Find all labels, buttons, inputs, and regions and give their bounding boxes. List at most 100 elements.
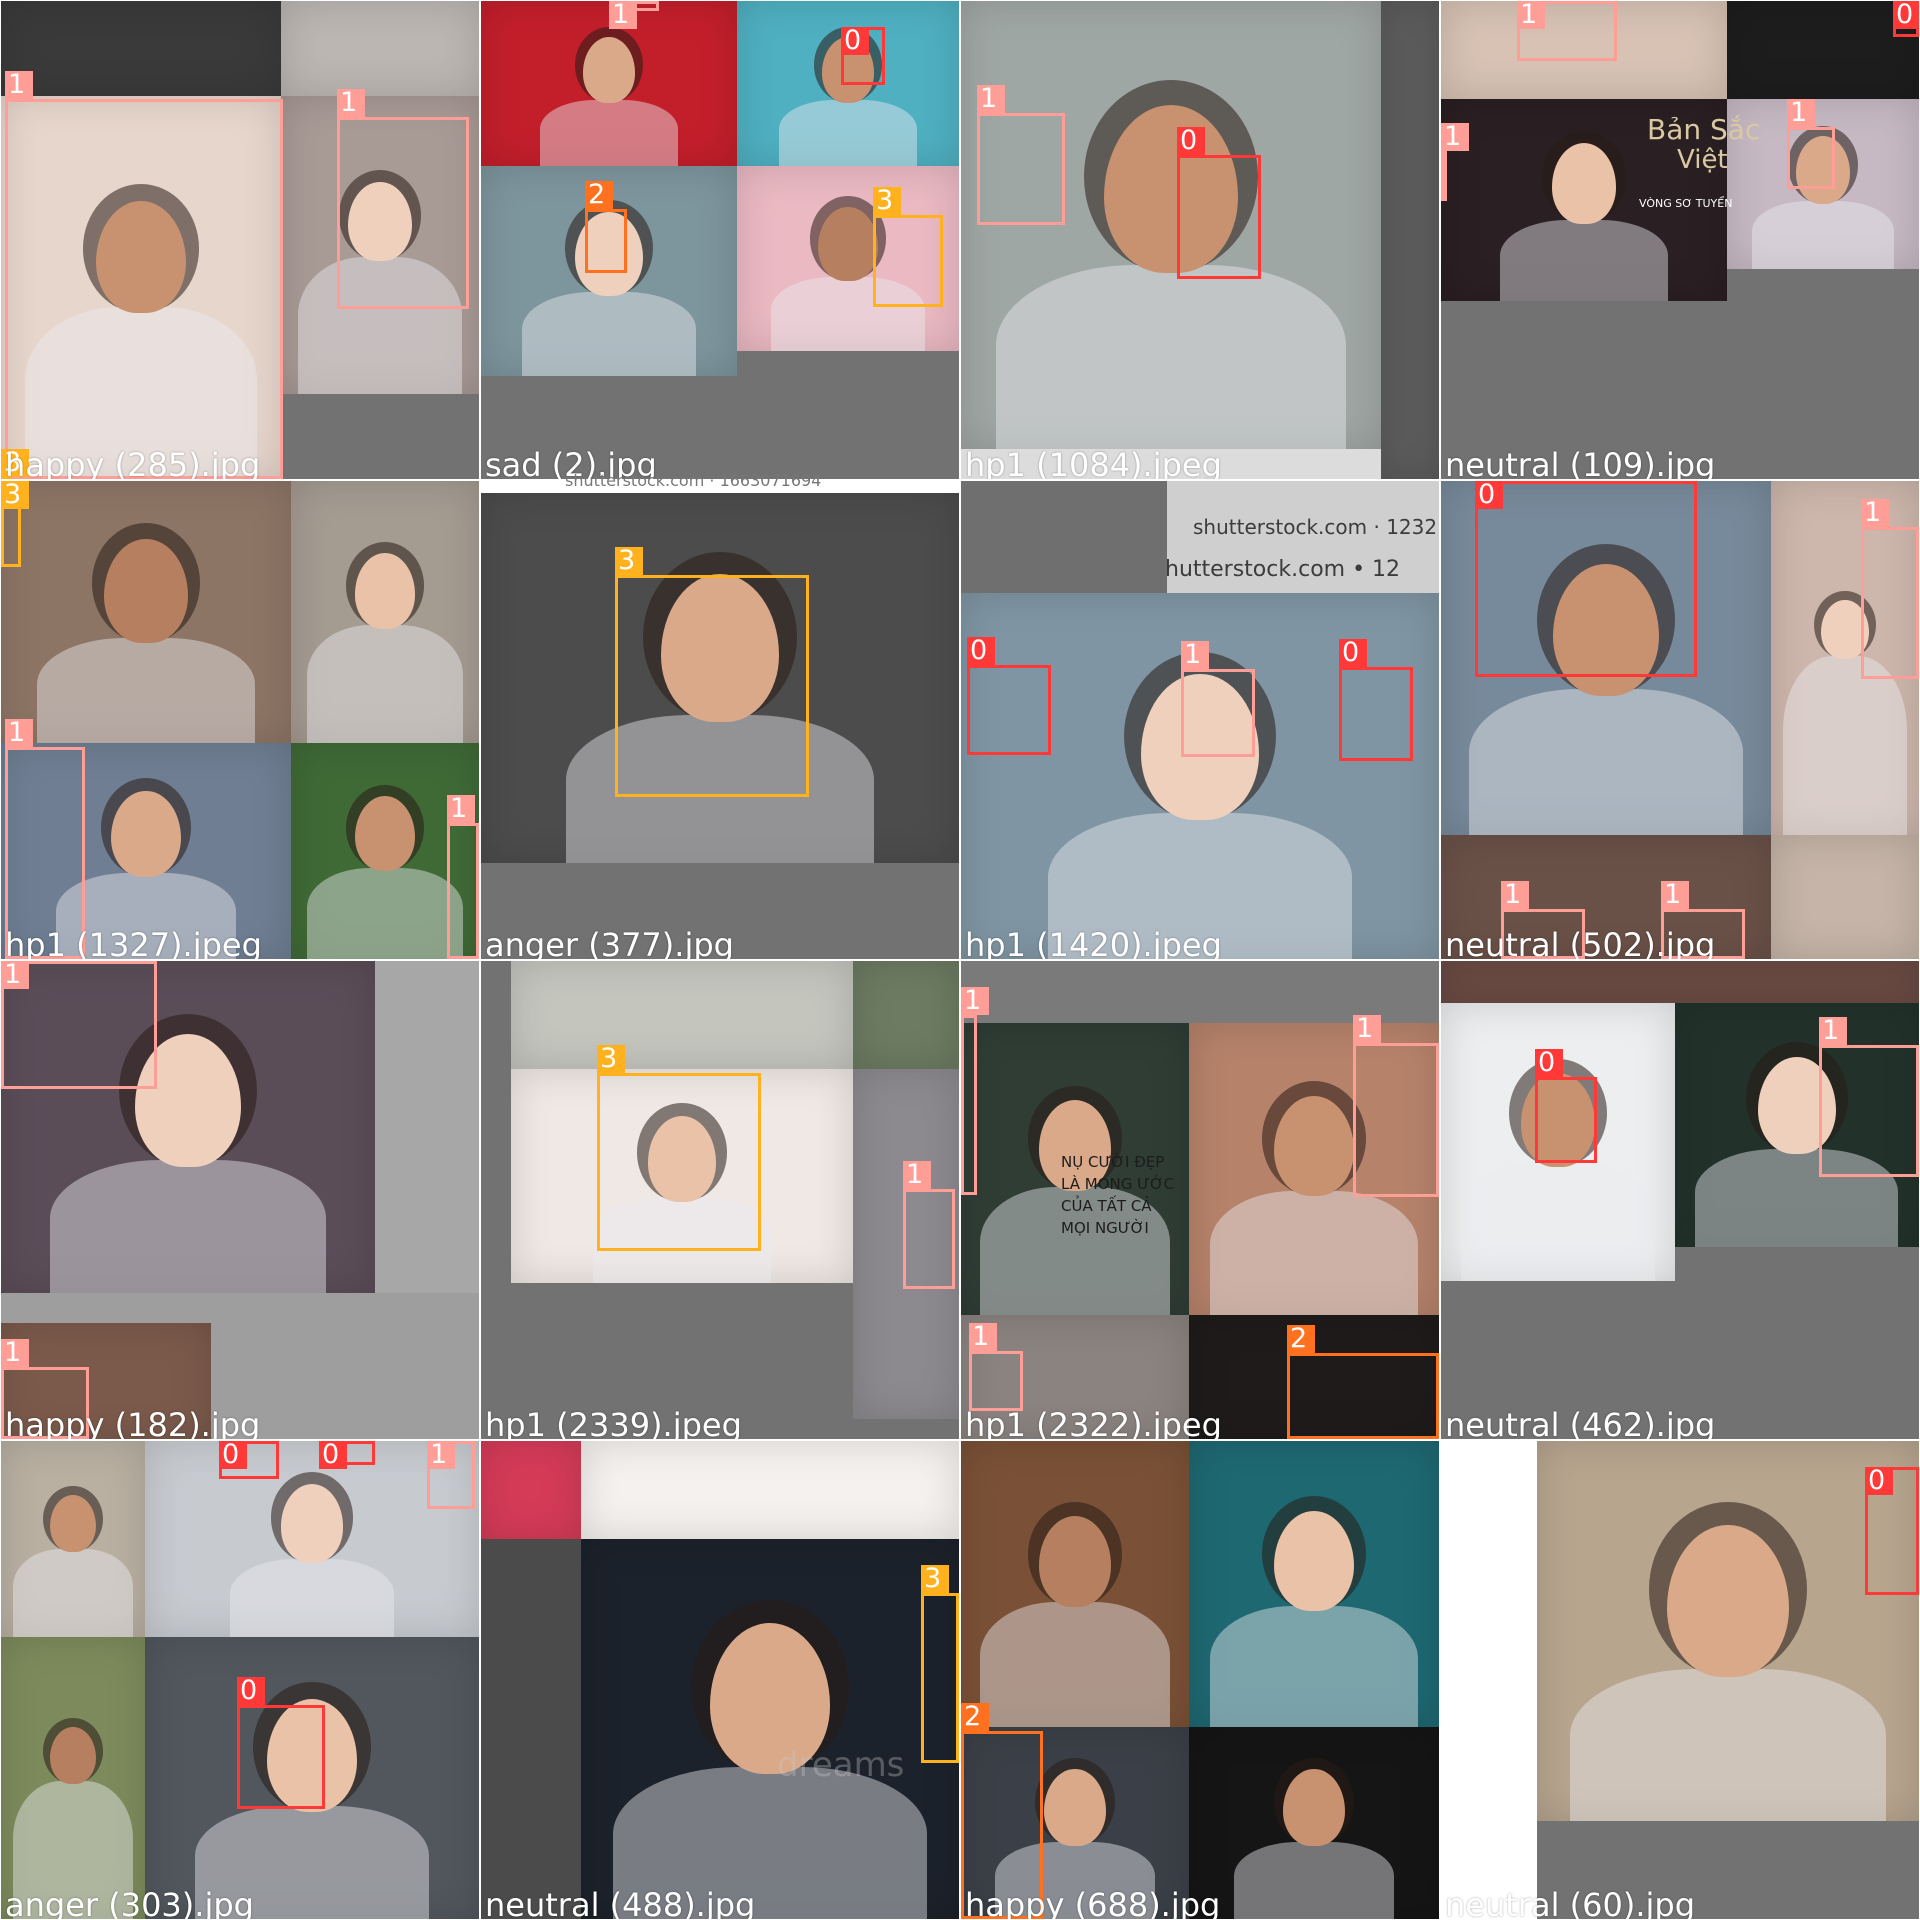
class-label: 0 — [1535, 1049, 1563, 1077]
shirt-shape — [1499, 220, 1669, 301]
image-tile — [961, 961, 1439, 1023]
mosaic-cell: 1 0 1 1 neutral (109).jpg — [1441, 1, 1919, 479]
image-tile — [1, 1, 281, 96]
class-label: 0 — [1893, 1, 1919, 29]
image-tile — [961, 481, 1167, 593]
detection-box: 1 — [1, 961, 157, 1089]
shirt-shape — [771, 277, 925, 351]
class-label: 0 — [219, 1441, 247, 1469]
image-filename: hp1 (1327).jpeg — [5, 926, 262, 959]
detection-box: 0 — [1893, 1, 1919, 37]
face-shape — [111, 790, 181, 877]
face-shape — [134, 1034, 242, 1167]
mosaic-cell: 0 0 1 0 anger (303).jpg — [1, 1441, 479, 1919]
face-shape — [354, 553, 416, 629]
class-label: 1 — [337, 89, 365, 117]
poster-text: LÀ MONG ƯỚC — [1061, 1175, 1175, 1193]
image-tile — [1, 1441, 145, 1637]
class-label: 3 — [921, 1565, 949, 1593]
image-tile — [1771, 835, 1919, 959]
face-shape — [49, 1726, 97, 1785]
detection-box: 1 — [961, 987, 989, 1195]
detection-box: 3 — [873, 187, 943, 307]
image-tile — [1, 96, 281, 479]
shirt-shape — [13, 1781, 133, 1919]
detection-box: 1 — [1661, 881, 1745, 959]
class-label: 1 — [1517, 1, 1545, 29]
image-filename: sad (2).jpg — [485, 446, 657, 479]
face-shape — [280, 1484, 344, 1563]
image-tile — [481, 1441, 581, 1539]
face-shape — [354, 796, 416, 872]
image-tile — [961, 449, 1381, 479]
detection-box: 0 — [319, 1441, 375, 1469]
poster-text: MỌI NGƯỜI — [1061, 1219, 1149, 1237]
shirt-shape — [1460, 1161, 1656, 1281]
image-filename: neutral (109).jpg — [1445, 446, 1716, 479]
face-shape — [1667, 1524, 1789, 1677]
shirt-shape — [297, 256, 463, 394]
image-tile — [961, 1, 1381, 449]
face-shape — [1274, 1511, 1354, 1612]
face-shape — [582, 37, 636, 104]
image-tile — [961, 1727, 1189, 1919]
mosaic-cell: 1 1 happy (182).jpg — [1, 961, 479, 1439]
detection-box: 2 — [961, 1703, 1043, 1919]
shirt-shape — [56, 872, 236, 959]
class-label: 1 — [903, 1161, 931, 1189]
image-tile — [145, 1441, 479, 1637]
mosaic-cell: 0 neutral (60).jpg — [1441, 1441, 1919, 1919]
image-tile — [1675, 1003, 1919, 1247]
detection-box: 1 — [1517, 1, 1617, 61]
image-tile — [1, 1323, 211, 1439]
detection-box: 1 — [427, 1441, 475, 1509]
image-tile — [291, 481, 479, 743]
face-shape — [1553, 563, 1659, 696]
shirt-shape — [1695, 1149, 1899, 1247]
watermark-text: shutterstock.com · 1663071694 — [565, 471, 822, 490]
image-tile — [581, 1539, 959, 1919]
face-shape — [1757, 1056, 1837, 1155]
face-shape — [1044, 1769, 1106, 1847]
detection-box: 1 — [977, 85, 1065, 225]
image-filename: hp1 (2322).jpeg — [965, 1406, 1222, 1439]
class-label: 0 — [319, 1441, 347, 1469]
shirt-shape — [306, 867, 464, 959]
image-tile — [961, 1023, 1189, 1315]
class-label: 1 — [609, 1, 637, 29]
detection-box: 1 — [903, 1161, 955, 1289]
class-label: 0 — [237, 1677, 265, 1705]
detection-box: 0 — [1177, 127, 1261, 279]
detection-box: 1 — [1353, 1015, 1439, 1197]
image-filename: neutral (60).jpg — [1445, 1886, 1695, 1919]
image-tile — [1381, 1, 1439, 479]
shirt-shape — [24, 307, 258, 479]
image-filename: happy (688).jpg — [965, 1886, 1221, 1919]
banner-text: Bản Sắc — [1647, 113, 1761, 146]
image-tile — [737, 166, 959, 351]
watermark-text: dreams — [777, 1745, 905, 1785]
image-tile — [1771, 481, 1919, 835]
poster-text: NỤ CƯỜI ĐẸP — [1061, 1153, 1165, 1171]
mosaic-cell: 0 1 1 1 neutral (502).jpg — [1441, 481, 1919, 959]
detection-box: 3 — [1, 481, 29, 567]
detection-box: 0 — [967, 637, 1051, 755]
face-shape — [1520, 1072, 1596, 1167]
detection-box: 0 — [1339, 639, 1413, 761]
class-label: 0 — [1339, 639, 1367, 667]
class-label: 0 — [841, 27, 869, 55]
image-tile — [481, 481, 959, 493]
face-shape — [660, 574, 780, 723]
class-label: 1 — [961, 987, 989, 1015]
image-tile — [1, 743, 291, 959]
face-shape — [1141, 673, 1259, 820]
face-shape — [1283, 1769, 1345, 1847]
detection-box: 1 — [1819, 1017, 1919, 1177]
shirt-shape — [1752, 201, 1894, 269]
banner-text: Việt — [1677, 145, 1728, 175]
shirt-shape — [1234, 1842, 1394, 1919]
image-tile — [1, 481, 291, 743]
class-label: 1 — [1501, 881, 1529, 909]
face-shape — [1795, 136, 1851, 205]
shirt-shape — [540, 100, 678, 166]
